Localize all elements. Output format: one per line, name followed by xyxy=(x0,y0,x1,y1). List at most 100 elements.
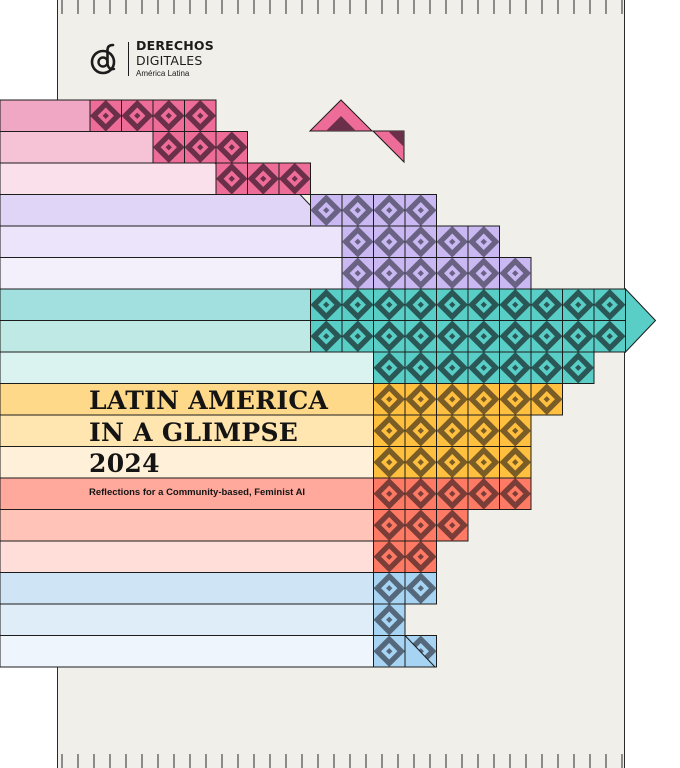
diamond-tile xyxy=(373,603,406,636)
diamond-tile xyxy=(310,320,343,353)
diamond-tile xyxy=(467,383,500,416)
diamond-tile xyxy=(373,288,406,321)
diamond-tile xyxy=(499,383,532,416)
diamond-tile xyxy=(499,288,532,321)
diamond-tile xyxy=(341,288,374,321)
map-pattern-tiles xyxy=(89,99,626,668)
diamond-tile xyxy=(467,288,500,321)
diamond-tile xyxy=(562,351,595,384)
diamond-tile xyxy=(467,257,500,290)
diamond-tile xyxy=(373,257,406,290)
title-line-year: 2024 xyxy=(89,449,160,478)
diamond-tile xyxy=(373,320,406,353)
diamond-tile xyxy=(341,194,374,227)
diamond-tile xyxy=(373,351,406,384)
diamond-tile xyxy=(436,320,469,353)
diamond-tile xyxy=(310,194,343,227)
diamond-tile xyxy=(373,635,406,668)
report-subtitle: Reflections for a Community-based, Femin… xyxy=(89,487,306,498)
diamond-tile xyxy=(436,477,469,510)
map-south-tip xyxy=(404,634,437,668)
diamond-tile xyxy=(341,257,374,290)
diamond-tile xyxy=(341,320,374,353)
diamond-tile xyxy=(404,194,437,227)
diamond-tile xyxy=(373,540,406,573)
stripe-band xyxy=(0,572,374,605)
stripe-band xyxy=(0,225,343,258)
diamond-tile xyxy=(436,509,469,542)
stripe-band xyxy=(0,288,311,321)
diamond-tile xyxy=(467,351,500,384)
diamond-tile xyxy=(310,288,343,321)
stripe-band xyxy=(0,540,374,573)
stripe-band xyxy=(0,320,311,353)
diamond-tile xyxy=(373,572,406,605)
diamond-tile xyxy=(499,446,532,479)
diamond-tile xyxy=(467,225,500,258)
diamond-tile xyxy=(373,446,406,479)
diamond-tile xyxy=(499,477,532,510)
diamond-tile xyxy=(121,99,154,132)
title-line-2: IN A GLIMPSE xyxy=(89,417,299,447)
diamond-tile xyxy=(278,162,311,195)
diamond-tile xyxy=(247,162,280,195)
diamond-tile xyxy=(499,414,532,447)
diamond-tile xyxy=(436,351,469,384)
publisher-logo: DERECHOS DIGITALES América Latina xyxy=(88,39,214,78)
diamond-tile xyxy=(404,320,437,353)
color-stripe-bands xyxy=(0,99,411,668)
diamond-tile xyxy=(562,320,595,353)
publisher-name: DERECHOS DIGITALES América Latina xyxy=(136,39,214,78)
diamond-tile xyxy=(341,225,374,258)
diamond-tile xyxy=(152,99,185,132)
stripe-band xyxy=(0,162,247,195)
at-d-monogram-icon xyxy=(90,43,116,75)
diamond-tile xyxy=(373,509,406,542)
diamond-tile xyxy=(404,288,437,321)
diamond-tile xyxy=(436,288,469,321)
diamond-tile xyxy=(373,225,406,258)
diamond-tile xyxy=(373,477,406,510)
report-title: LATIN AMERICA IN A GLIMPSE 2024 xyxy=(89,385,328,480)
diamond-tile xyxy=(152,131,185,164)
diamond-tile xyxy=(436,257,469,290)
diamond-tile xyxy=(436,383,469,416)
diamond-tile xyxy=(404,383,437,416)
diamond-tile xyxy=(593,320,626,353)
diamond-tile xyxy=(530,320,563,353)
diamond-tile xyxy=(467,414,500,447)
publisher-region: América Latina xyxy=(136,69,190,78)
publisher-name-line2: DIGITALES xyxy=(136,52,203,68)
diamond-tile xyxy=(404,414,437,447)
stripe-band xyxy=(0,635,411,668)
map-east-tip xyxy=(625,287,657,354)
diamond-tile xyxy=(404,477,437,510)
diamond-tile xyxy=(215,131,248,164)
diamond-tile xyxy=(404,351,437,384)
diamond-tile xyxy=(404,446,437,479)
stripe-band xyxy=(0,603,374,636)
stripe-band xyxy=(0,509,374,542)
bottom-ruler-marks xyxy=(61,754,623,768)
diamond-tile xyxy=(404,257,437,290)
diamond-tile xyxy=(593,288,626,321)
diamond-tile xyxy=(404,572,437,605)
diamond-tile xyxy=(467,320,500,353)
top-ruler-marks xyxy=(61,0,623,14)
diamond-tile xyxy=(530,383,563,416)
diamond-tile xyxy=(499,257,532,290)
diamond-tile xyxy=(373,414,406,447)
diamond-tile xyxy=(404,540,437,573)
diamond-tile xyxy=(530,288,563,321)
caribbean-islands xyxy=(308,99,405,164)
diamond-tile xyxy=(215,162,248,195)
diamond-tile xyxy=(373,383,406,416)
diamond-tile xyxy=(184,99,217,132)
diamond-tile xyxy=(467,477,500,510)
diamond-tile xyxy=(89,99,122,132)
diamond-tile xyxy=(467,446,500,479)
diamond-tile xyxy=(499,351,532,384)
diamond-tile xyxy=(436,414,469,447)
diamond-tile xyxy=(373,194,406,227)
